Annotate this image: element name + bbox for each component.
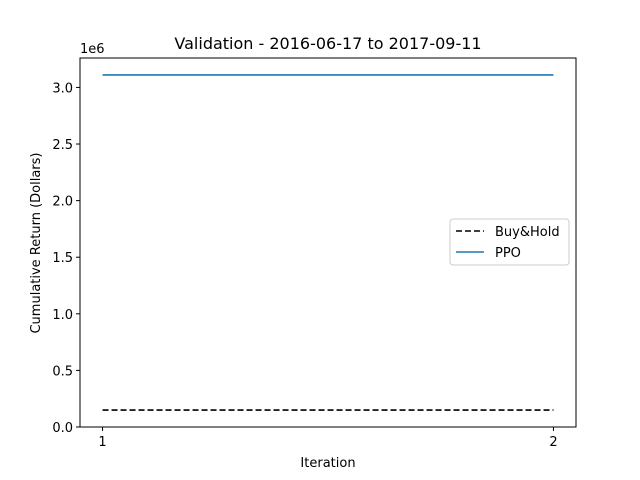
y-tick-label: 0.5 (52, 364, 73, 379)
y-axis-offset-label: 1e6 (80, 42, 105, 57)
y-tick-label: 2.0 (52, 195, 73, 210)
x-tick-label: 1 (98, 435, 106, 450)
legend-label-1: Buy&Hold (495, 225, 560, 240)
axes-frame (79, 57, 577, 428)
chart-title: Validation - 2016-06-17 to 2017-09-11 (174, 34, 481, 53)
y-tick-label: 2.5 (52, 138, 73, 153)
legend: Buy&Hold PPO (449, 218, 570, 266)
y-tick-label: 3.0 (52, 81, 73, 96)
y-tick-label: 1.0 (52, 308, 73, 323)
y-axis-label: Cumulative Return (Dollars) (29, 152, 44, 333)
legend-label-2: PPO (495, 246, 521, 261)
y-tick-label: 0.0 (52, 421, 73, 436)
x-tick-label: 2 (549, 435, 557, 450)
plot-area (102, 74, 554, 411)
x-axis-label: Iteration (300, 456, 355, 471)
y-tick-label: 1.5 (52, 251, 73, 266)
y-axis: 0.0 0.5 1.0 1.5 2.0 2.5 3.0 (52, 81, 80, 436)
